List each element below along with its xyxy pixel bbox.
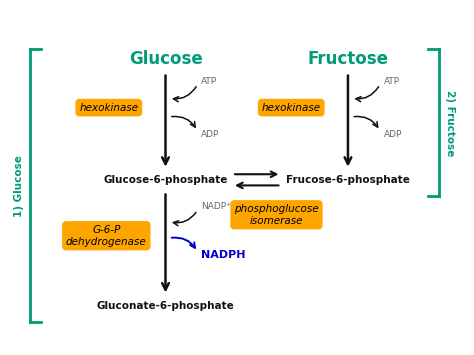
Text: hexokinase: hexokinase (79, 103, 138, 113)
Text: Fructose: Fructose (308, 50, 389, 68)
Text: 1) Glucose: 1) Glucose (14, 155, 24, 217)
Text: ADP: ADP (201, 130, 219, 139)
Text: Frucose-6-phosphate: Frucose-6-phosphate (286, 175, 410, 185)
Text: G-6-P
dehydrogenase: G-6-P dehydrogenase (66, 225, 147, 246)
Text: ATP: ATP (201, 77, 217, 86)
Text: ADP: ADP (383, 130, 402, 139)
Text: NADP⁺: NADP⁺ (201, 202, 231, 211)
Text: Glucose-6-phosphate: Glucose-6-phosphate (103, 175, 228, 185)
Text: hexokinase: hexokinase (262, 103, 321, 113)
Text: Glucose: Glucose (128, 50, 202, 68)
Text: NADPH: NADPH (201, 250, 246, 260)
Text: Gluconate-6-phosphate: Gluconate-6-phosphate (97, 301, 234, 311)
Text: 2) Fructose: 2) Fructose (445, 89, 455, 156)
Text: phosphoglucose
isomerase: phosphoglucose isomerase (234, 204, 319, 225)
Text: ATP: ATP (383, 77, 400, 86)
